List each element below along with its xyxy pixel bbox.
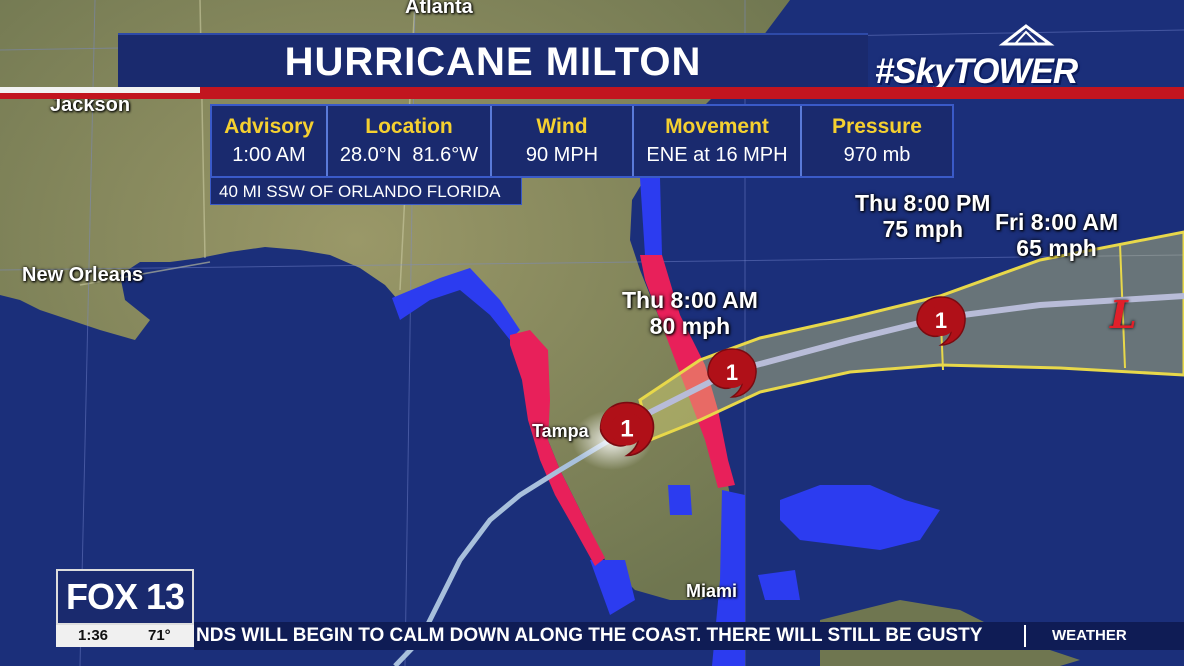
ticker-category: WEATHER bbox=[1052, 627, 1127, 644]
location-value: 28.0°N 81.6°W bbox=[339, 144, 479, 166]
hurricane-icon-thu-pm: 1 bbox=[912, 292, 970, 350]
ticker-divider bbox=[1024, 625, 1026, 647]
storm-category: 1 bbox=[934, 308, 948, 333]
movement-value: ENE at 16 MPH bbox=[646, 144, 788, 166]
hurricane-icon-current: 1 bbox=[595, 397, 659, 461]
distance-note: 40 MI SSW OF ORLANDO FLORIDA bbox=[210, 177, 522, 205]
pressure-cell: Pressure 970 mb bbox=[800, 106, 952, 176]
news-ticker: NDS WILL BEGIN TO CALM DOWN ALONG THE CO… bbox=[194, 622, 1184, 650]
station-logo-text: FOX 13 bbox=[65, 576, 185, 617]
hurricane-warning bbox=[510, 255, 735, 566]
skytower-logo: #SkyTOWER bbox=[868, 24, 1084, 91]
wind-header: Wind bbox=[536, 115, 588, 138]
time-temp-bar: 1:36 71° bbox=[56, 625, 194, 647]
forecast-label-thu-am: Thu 8:00 AM 80 mph bbox=[622, 287, 758, 339]
title-accent bbox=[0, 87, 200, 93]
pressure-value: 970 mb bbox=[843, 144, 911, 166]
forecast-wind: 80 mph bbox=[649, 313, 731, 339]
pressure-header: Pressure bbox=[832, 115, 922, 138]
forecast-cone bbox=[638, 230, 1184, 443]
city-label-new-orleans: New Orleans bbox=[22, 264, 144, 286]
location-header: Location bbox=[365, 115, 453, 138]
title-divider bbox=[0, 87, 1184, 99]
page-title: HURRICANE MILTON bbox=[284, 40, 702, 84]
brand-text: #SkyTOWER bbox=[874, 52, 1078, 91]
forecast-time: Thu 8:00 PM bbox=[855, 190, 991, 216]
wind-cell: Wind 90 MPH bbox=[490, 106, 632, 176]
temperature: 71° bbox=[148, 627, 171, 644]
city-label-jackson: Jackson bbox=[50, 94, 131, 116]
advisory-cell: Advisory 1:00 AM bbox=[212, 106, 326, 176]
station-logo: FOX 13 bbox=[56, 569, 194, 625]
city-label-tampa: Tampa bbox=[532, 421, 589, 441]
location-cell: Location 28.0°N 81.6°W bbox=[326, 106, 490, 176]
hurricane-icon-thu-am: 1 bbox=[703, 344, 761, 402]
forecast-time: Fri 8:00 AM bbox=[995, 209, 1119, 235]
forecast-wind: 65 mph bbox=[1016, 235, 1097, 261]
storm-category: 1 bbox=[725, 360, 739, 385]
storm-category: 1 bbox=[620, 414, 634, 443]
city-label-miami: Miami bbox=[686, 581, 738, 601]
low-pressure-marker: L bbox=[1110, 292, 1137, 337]
clock: 1:36 bbox=[78, 627, 109, 644]
forecast-label-thu-pm: Thu 8:00 PM 75 mph bbox=[855, 190, 990, 242]
city-label-atlanta: Atlanta bbox=[405, 0, 473, 18]
advisory-table: Advisory 1:00 AM Location 28.0°N 81.6°W … bbox=[210, 104, 954, 178]
tower-icon bbox=[998, 24, 1055, 46]
wind-value: 90 MPH bbox=[525, 144, 599, 166]
forecast-time: Thu 8:00 AM bbox=[622, 287, 758, 313]
forecast-wind: 75 mph bbox=[882, 216, 963, 242]
movement-cell: Movement ENE at 16 MPH bbox=[632, 106, 800, 176]
title-bar: HURRICANE MILTON bbox=[118, 33, 868, 89]
movement-header: Movement bbox=[665, 115, 769, 138]
forecast-label-fri-am: Fri 8:00 AM 65 mph bbox=[995, 209, 1118, 261]
advisory-header: Advisory bbox=[224, 115, 314, 138]
advisory-value: 1:00 AM bbox=[232, 144, 306, 166]
ticker-text: NDS WILL BEGIN TO CALM DOWN ALONG THE CO… bbox=[196, 625, 983, 646]
